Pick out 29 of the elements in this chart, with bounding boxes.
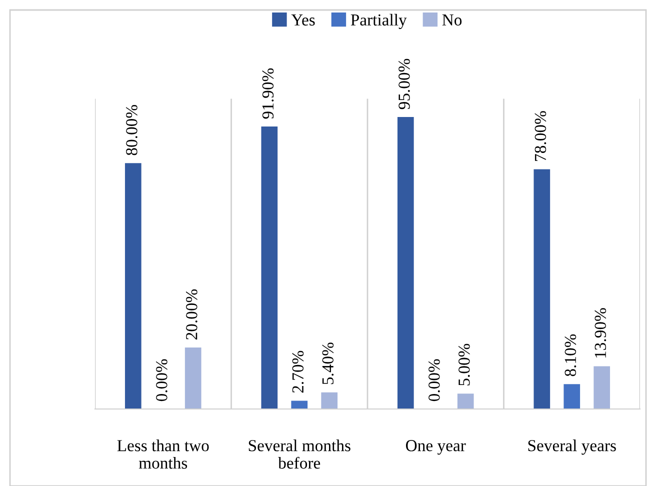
- data-label: 0.00%: [156, 359, 168, 402]
- bar: [534, 169, 550, 409]
- bar: [291, 400, 308, 409]
- data-label: 13.90%: [594, 308, 606, 358]
- x-tick-label: Less than two months: [117, 440, 209, 469]
- data-label: 8.10%: [564, 334, 576, 376]
- bar: [457, 394, 474, 409]
- data-label: 91.90%: [262, 68, 274, 119]
- legend-label: No: [442, 14, 462, 26]
- bar: [184, 348, 202, 409]
- legend-label: Partially: [350, 14, 407, 29]
- x-tick-label: Several months before: [248, 440, 350, 469]
- data-label: 0.00%: [428, 359, 440, 402]
- bar: [564, 384, 580, 409]
- bar: [261, 126, 278, 409]
- data-label: 95.00%: [398, 58, 410, 110]
- legend-label: Yes: [291, 14, 315, 26]
- data-label: 20.00%: [186, 289, 198, 340]
- bar: [124, 163, 142, 409]
- x-tick-label: Several years: [528, 440, 616, 455]
- data-label: 5.40%: [322, 342, 334, 384]
- x-tick-label: One year: [406, 440, 466, 455]
- bar: [594, 366, 610, 409]
- data-label: 80.00%: [126, 104, 138, 156]
- bar: [321, 392, 338, 409]
- data-label: 78.00%: [534, 111, 546, 161]
- data-label: 5.00%: [458, 344, 470, 386]
- bar: [397, 117, 414, 409]
- data-label: 2.70%: [292, 350, 304, 393]
